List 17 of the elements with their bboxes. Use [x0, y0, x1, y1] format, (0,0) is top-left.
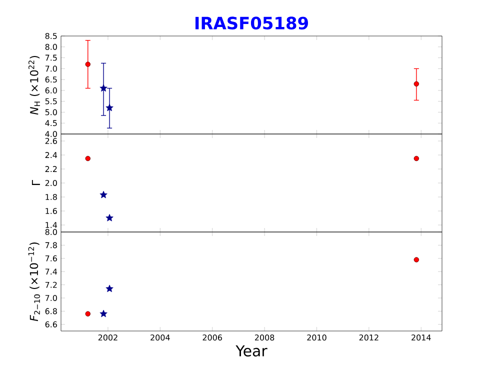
y-axis-title: Γ [32, 180, 40, 185]
point [106, 214, 114, 222]
point [85, 62, 90, 67]
point [414, 156, 420, 162]
y-axis-title: N$_{H}$ (×10$^{22}$) [28, 56, 40, 115]
point [100, 310, 108, 318]
point [414, 81, 420, 87]
x-axis-title: Year [236, 345, 268, 356]
point [106, 104, 114, 112]
chart-title: IRASF05189 [195, 16, 308, 30]
point [414, 257, 420, 262]
y-axis-title: F$_{2−10}$ (×10$^{−12}$) [28, 242, 40, 322]
point [100, 190, 108, 198]
point [85, 156, 90, 162]
point [100, 84, 108, 92]
point [85, 311, 90, 316]
point [106, 284, 114, 292]
